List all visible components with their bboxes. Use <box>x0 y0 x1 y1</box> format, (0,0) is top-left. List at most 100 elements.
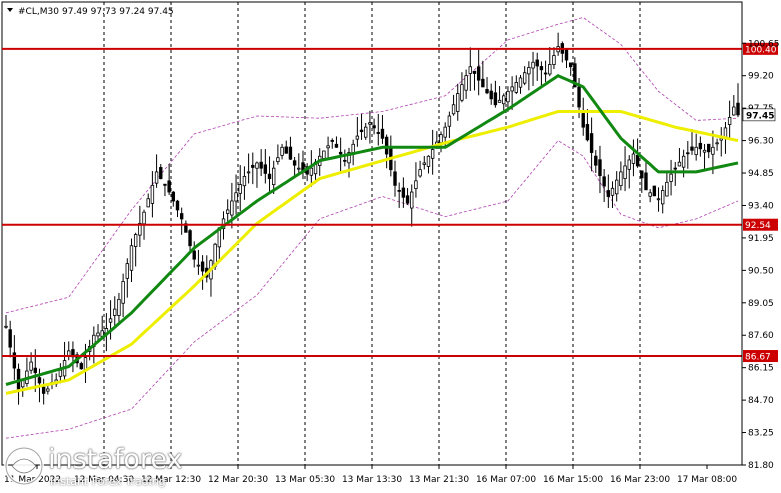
dropdown-triangle-icon[interactable] <box>7 8 13 12</box>
x-tick-label: 16 Mar 15:00 <box>543 475 603 485</box>
candle-body <box>234 192 238 202</box>
candle-body <box>146 198 150 208</box>
candle-body <box>702 149 707 153</box>
candle-body <box>154 171 159 184</box>
candle-body <box>230 200 234 216</box>
level-price-tag <box>743 42 778 55</box>
candle-body <box>430 149 435 159</box>
level-price-label: 100.40 <box>745 45 777 55</box>
candle-body <box>171 191 176 202</box>
candle-body <box>67 350 71 356</box>
candle-body <box>196 264 201 267</box>
candle-body <box>422 162 426 165</box>
slow-moving-average-line <box>5 110 739 395</box>
fast-moving-average-line <box>5 73 739 386</box>
candle-body <box>669 173 673 182</box>
candle-body <box>125 263 130 279</box>
candle-body <box>644 172 648 191</box>
x-tick-label: 16 Mar 07:00 <box>476 475 536 485</box>
chart-ohlc: 97.49 97.73 97.24 97.45 <box>62 7 174 17</box>
candle-body <box>83 357 88 371</box>
candle-body <box>598 159 602 177</box>
candle-body <box>497 99 502 103</box>
candle-body <box>631 153 636 164</box>
candle-body <box>255 162 259 169</box>
candle-body <box>472 70 477 74</box>
candle-body <box>552 55 556 65</box>
candle-body <box>142 211 146 225</box>
y-tick-label: 86.15 <box>748 364 774 374</box>
level-price-tag <box>743 218 778 231</box>
candle-body <box>108 318 113 323</box>
candle-body <box>163 183 167 186</box>
candle-body <box>259 161 263 169</box>
candle-body <box>405 195 410 204</box>
current-price-label: 97.45 <box>746 111 774 121</box>
candle-body <box>8 329 12 348</box>
candle-body <box>460 84 464 101</box>
candle-body <box>280 146 284 156</box>
candle-body <box>585 124 590 141</box>
candle-body <box>510 86 514 92</box>
candle-body <box>619 171 623 187</box>
candle-body <box>33 367 37 373</box>
candle-body <box>548 64 552 75</box>
level-price-label: 92.54 <box>745 221 771 231</box>
candle-body <box>736 102 740 116</box>
candle-body <box>167 180 171 193</box>
candle-body <box>41 386 46 394</box>
candle-body <box>698 142 703 150</box>
candle-body <box>439 134 443 143</box>
candle-body <box>531 61 535 69</box>
support-resistance-levels[interactable]: 100.40 92.54 86.67 <box>2 42 778 363</box>
y-tick-label: 90.50 <box>748 266 774 276</box>
candle-body <box>138 222 142 236</box>
candle-body <box>79 363 83 370</box>
plot-frame <box>1 1 743 466</box>
candle-body <box>384 136 389 155</box>
current-price-tag <box>742 108 776 122</box>
candle-body <box>715 142 719 145</box>
candle-body <box>225 209 230 214</box>
candle-body <box>322 150 326 159</box>
candle-body <box>581 113 585 128</box>
candle-body <box>380 128 385 139</box>
candle-body <box>297 167 301 170</box>
candle-body <box>414 180 418 190</box>
candle-body <box>267 173 272 180</box>
y-tick-label: 94.85 <box>748 169 774 179</box>
candle-body <box>502 95 506 105</box>
candle-body <box>627 159 631 170</box>
y-tick-label: 84.70 <box>748 396 774 406</box>
candle-body <box>334 143 339 148</box>
candle-body <box>37 377 42 384</box>
y-tick-label: 100.65 <box>748 39 780 49</box>
x-tick-label: 13 Mar 21:30 <box>409 475 469 485</box>
candle-body <box>4 325 8 328</box>
grid-lines <box>1 1 743 466</box>
candle-body <box>393 171 397 186</box>
candle-body <box>451 104 456 115</box>
candle-body <box>652 185 657 197</box>
candle-body <box>117 299 121 316</box>
candle-body <box>686 152 690 155</box>
candle-body <box>694 146 698 156</box>
y-tick-label: 96.30 <box>748 137 774 147</box>
x-tick-label: 12 Mar 20:30 <box>208 475 268 485</box>
y-tick-label: 99.20 <box>748 72 774 82</box>
x-tick-label: 13 Mar 05:30 <box>275 475 335 485</box>
candle-body <box>677 161 682 167</box>
candle-body <box>376 132 380 134</box>
candle-body <box>543 72 548 75</box>
candle-body <box>711 146 715 155</box>
candle-body <box>364 126 368 138</box>
candle-body <box>456 93 460 112</box>
candle-body <box>665 181 669 197</box>
candle-body <box>443 126 447 138</box>
candle-body <box>707 143 711 153</box>
price-axis: 100.6599.2097.7596.3094.8593.4091.9590.5… <box>741 2 780 471</box>
y-tick-label: 89.05 <box>748 299 774 309</box>
candle-body <box>727 117 732 125</box>
